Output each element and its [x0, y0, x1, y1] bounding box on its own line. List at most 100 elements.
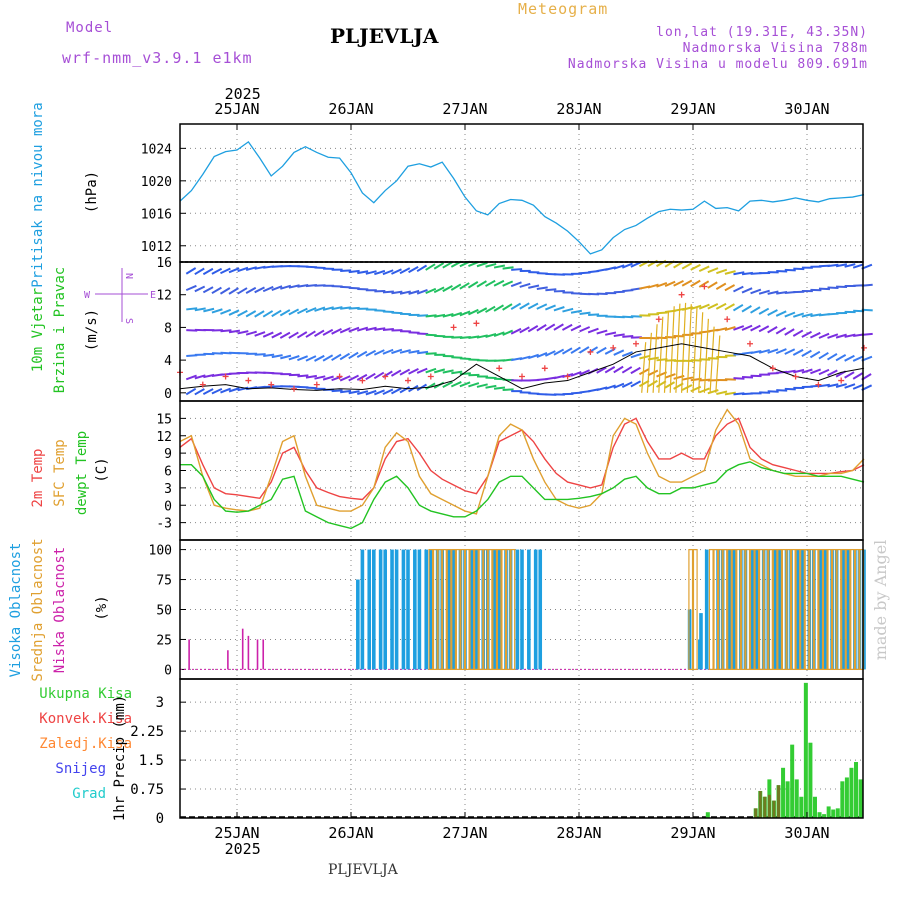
wind-barb: [698, 265, 710, 273]
wind-barb: [417, 314, 429, 317]
wind-barb: [638, 368, 650, 376]
mid-cloud-bar: [841, 548, 846, 671]
wind-barb: [724, 303, 735, 311]
wind-barb: [715, 282, 727, 290]
wind-barb: [604, 384, 616, 390]
wind-barb: [279, 309, 291, 317]
wind-barb: [271, 331, 283, 339]
wind-barb: [767, 390, 779, 393]
wind-barb: [425, 263, 436, 271]
wind-barb: [827, 369, 838, 377]
wind-barb: [758, 325, 770, 333]
lonlat-text: lon,lat (19.31E, 43.35N): [656, 25, 868, 40]
wind-barb: [562, 307, 574, 313]
wind-barb: [493, 279, 505, 287]
wind-barb: [245, 310, 257, 318]
wind-barb: [228, 267, 240, 274]
mid-cloud-bar: [813, 548, 819, 671]
wind-barb: [510, 281, 522, 288]
cloud-ytick-label: 100: [149, 544, 172, 559]
cloud-ytick-label: 0: [164, 663, 172, 678]
wind-barb: [707, 389, 719, 395]
wind-barb: [211, 387, 223, 395]
wind-barb: [709, 326, 715, 393]
wind-barb: [844, 371, 855, 379]
wind-barb: [245, 330, 257, 336]
wind-unit: (m/s): [84, 309, 100, 351]
total-precip-bar: [831, 809, 836, 818]
pressure-ytick-label: 1024: [141, 142, 172, 157]
wind-barb: [254, 310, 265, 318]
wind-barb: [681, 302, 687, 393]
high-cloud-bar: [451, 549, 456, 670]
total-precip-bar: [817, 812, 822, 818]
wind-barb: [758, 307, 770, 315]
low-cloud-bar: [256, 639, 259, 670]
wind-barb: [716, 268, 728, 275]
wind-barb: [262, 310, 274, 318]
bottom-year-label: 2025: [225, 840, 261, 858]
wind-barb: [220, 387, 232, 394]
wind-barb: [442, 313, 454, 318]
wind-barb: [348, 374, 360, 382]
high-cloud-bar: [818, 549, 823, 670]
wind-barb: [750, 288, 762, 295]
wind-barb: [416, 289, 428, 295]
mid-cloud-bar: [460, 548, 466, 671]
wind-barb: [280, 354, 292, 360]
high-cloud-bar: [390, 549, 394, 670]
high-cloud-bar: [474, 549, 479, 670]
total-precip-bar: [799, 796, 804, 818]
high-cloud-bar: [360, 549, 365, 670]
model-name: wrf-nmm_v3.9.1 e1km: [62, 49, 253, 67]
wind-barb: [305, 307, 317, 314]
mid-cloud-bar: [845, 548, 851, 671]
mid-cloud-bar: [758, 548, 764, 671]
wind-barb: [793, 368, 805, 374]
wind-barb: [202, 267, 214, 276]
cloud-label-mid: Srednja Oblacnost: [30, 538, 46, 681]
mid-cloud-bar: [727, 548, 732, 671]
high-cloud-bar: [417, 549, 422, 670]
wind-barb: [468, 382, 480, 388]
wind-barb: [339, 375, 351, 382]
wind-barb: [220, 308, 232, 315]
wind-barb: [596, 329, 608, 335]
mid-cloud-bar: [451, 548, 456, 671]
wind-barb: [784, 348, 796, 355]
watermark: made by Angel: [871, 540, 890, 661]
wind-barb: [348, 351, 359, 360]
model-label: Model: [66, 20, 114, 36]
wind-barb: [288, 308, 300, 316]
wind-barb: [622, 334, 634, 338]
wind-barb: [399, 290, 411, 295]
mid-cloud-bar: [781, 548, 787, 671]
wind-barb: [459, 282, 470, 290]
wind-barb: [835, 383, 847, 388]
wind-barb: [852, 263, 864, 269]
wind-barb: [314, 329, 325, 337]
wind-barb: [297, 355, 309, 362]
wind-barb: [391, 290, 403, 295]
high-cloud-bar: [356, 579, 360, 670]
wind-barb: [664, 381, 676, 389]
precip-legend-1: Konvek.Kisa: [39, 711, 132, 727]
wind-barb: [605, 331, 617, 336]
wind-barb: [263, 353, 275, 357]
wind-barb: [852, 355, 864, 362]
high-cloud-bar: [727, 549, 732, 670]
high-cloud-bar: [378, 549, 383, 670]
wind-gust-marker: [655, 316, 662, 323]
wind-barb: [254, 286, 265, 294]
wind-barb: [827, 333, 839, 339]
wind-barb: [382, 290, 394, 294]
wind-barb: [476, 383, 488, 388]
wind-barb: [288, 331, 299, 339]
total-precip-bar: [844, 777, 849, 818]
wind-barb: [716, 390, 728, 396]
wind-speed-line: [179, 343, 865, 391]
wind-barb: [733, 377, 745, 380]
wind-gust-marker: [861, 344, 867, 351]
wind-barb: [544, 350, 556, 357]
wind-barb: [331, 353, 342, 362]
